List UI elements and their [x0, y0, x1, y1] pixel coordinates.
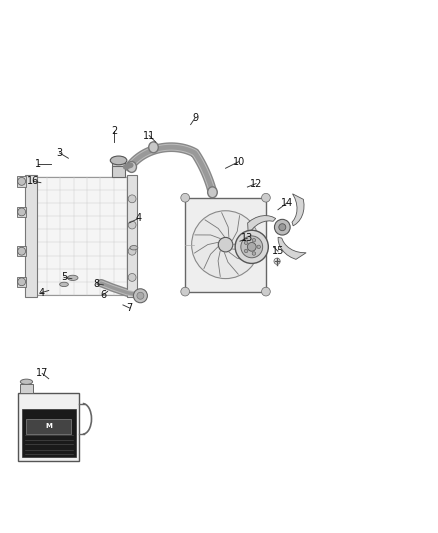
Bar	[21, 409, 76, 457]
Ellipse shape	[149, 142, 158, 153]
Bar	[26, 419, 71, 434]
Bar	[33, 177, 127, 295]
Ellipse shape	[20, 379, 32, 384]
Bar	[185, 198, 266, 292]
Polygon shape	[247, 215, 276, 235]
Circle shape	[247, 243, 256, 251]
Ellipse shape	[110, 156, 127, 165]
Bar	[17, 277, 26, 287]
Polygon shape	[278, 237, 306, 260]
Circle shape	[181, 193, 190, 202]
Circle shape	[261, 287, 270, 296]
Circle shape	[261, 193, 270, 202]
Text: 15: 15	[272, 246, 284, 256]
Bar	[18, 393, 79, 461]
Bar	[112, 166, 125, 177]
Polygon shape	[292, 194, 304, 226]
Text: 13: 13	[241, 233, 254, 243]
Text: 5: 5	[61, 272, 67, 282]
Text: M: M	[45, 423, 52, 429]
Circle shape	[244, 249, 248, 253]
Text: 10: 10	[233, 157, 245, 167]
Bar	[112, 158, 125, 166]
Text: 6: 6	[100, 290, 106, 300]
Circle shape	[279, 224, 286, 231]
Circle shape	[18, 278, 25, 286]
Circle shape	[137, 292, 144, 299]
Text: 16: 16	[27, 176, 39, 187]
Bar	[25, 175, 37, 297]
Circle shape	[252, 238, 256, 242]
Circle shape	[134, 289, 148, 303]
Text: 4: 4	[38, 288, 44, 298]
Circle shape	[128, 247, 136, 255]
Circle shape	[18, 177, 25, 185]
Bar	[17, 176, 26, 187]
Circle shape	[128, 221, 136, 229]
Ellipse shape	[208, 187, 217, 198]
Text: 9: 9	[192, 113, 198, 123]
Text: 3: 3	[57, 148, 63, 158]
Circle shape	[128, 195, 136, 203]
Circle shape	[18, 247, 25, 255]
Bar	[17, 246, 26, 256]
Bar	[127, 175, 137, 297]
Text: 17: 17	[36, 368, 48, 378]
Text: 4: 4	[135, 214, 141, 223]
Text: 2: 2	[111, 126, 117, 136]
Ellipse shape	[127, 161, 137, 172]
Text: 11: 11	[143, 131, 155, 141]
Circle shape	[191, 211, 259, 279]
Circle shape	[181, 287, 190, 296]
Circle shape	[18, 208, 25, 216]
Text: 12: 12	[250, 179, 262, 189]
Bar	[20, 384, 32, 393]
Circle shape	[218, 237, 233, 252]
Bar	[17, 207, 26, 217]
Circle shape	[241, 236, 263, 258]
Text: 8: 8	[94, 279, 100, 289]
Ellipse shape	[67, 275, 78, 280]
Circle shape	[244, 241, 248, 245]
Ellipse shape	[130, 246, 138, 250]
Text: 1: 1	[35, 159, 41, 169]
Circle shape	[257, 245, 261, 248]
Circle shape	[128, 273, 136, 281]
Circle shape	[252, 252, 256, 255]
Circle shape	[235, 230, 268, 263]
Text: 7: 7	[127, 303, 133, 313]
Text: 14: 14	[281, 198, 293, 208]
Circle shape	[275, 220, 290, 235]
Ellipse shape	[60, 282, 68, 287]
